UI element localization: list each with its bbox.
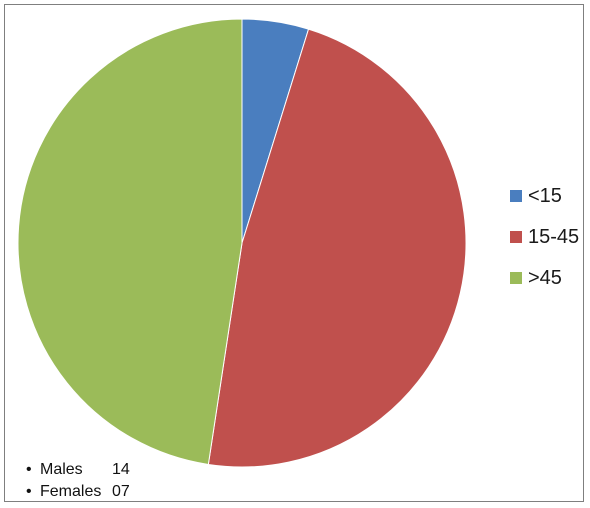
legend-swatch <box>510 231 522 243</box>
note-label: Males <box>40 461 83 478</box>
note-females: • Females 07 <box>26 481 130 503</box>
bullet-icon: • <box>26 461 32 478</box>
note-males: • Males 14 <box>26 459 130 481</box>
note-value: 14 <box>112 461 130 478</box>
pie-slice-2 <box>17 18 243 466</box>
note-value: 07 <box>112 483 130 500</box>
legend-swatch <box>510 190 522 202</box>
bullet-icon: • <box>26 483 32 500</box>
legend-label: >45 <box>528 267 562 289</box>
legend-label: 15-45 <box>528 226 580 248</box>
legend-swatch <box>510 272 522 284</box>
legend-label: <15 <box>528 185 562 207</box>
pie-slice-1 <box>207 28 467 468</box>
annotation-notes: • Males 14 • Females 07 <box>26 459 130 503</box>
legend-item-15-45: 15-45 <box>510 225 579 249</box>
legend: <15 15-45 >45 <box>510 184 579 307</box>
note-label: Females <box>40 483 102 500</box>
legend-item-lt15: <15 <box>510 184 579 208</box>
legend-item-gt45: >45 <box>510 266 579 290</box>
